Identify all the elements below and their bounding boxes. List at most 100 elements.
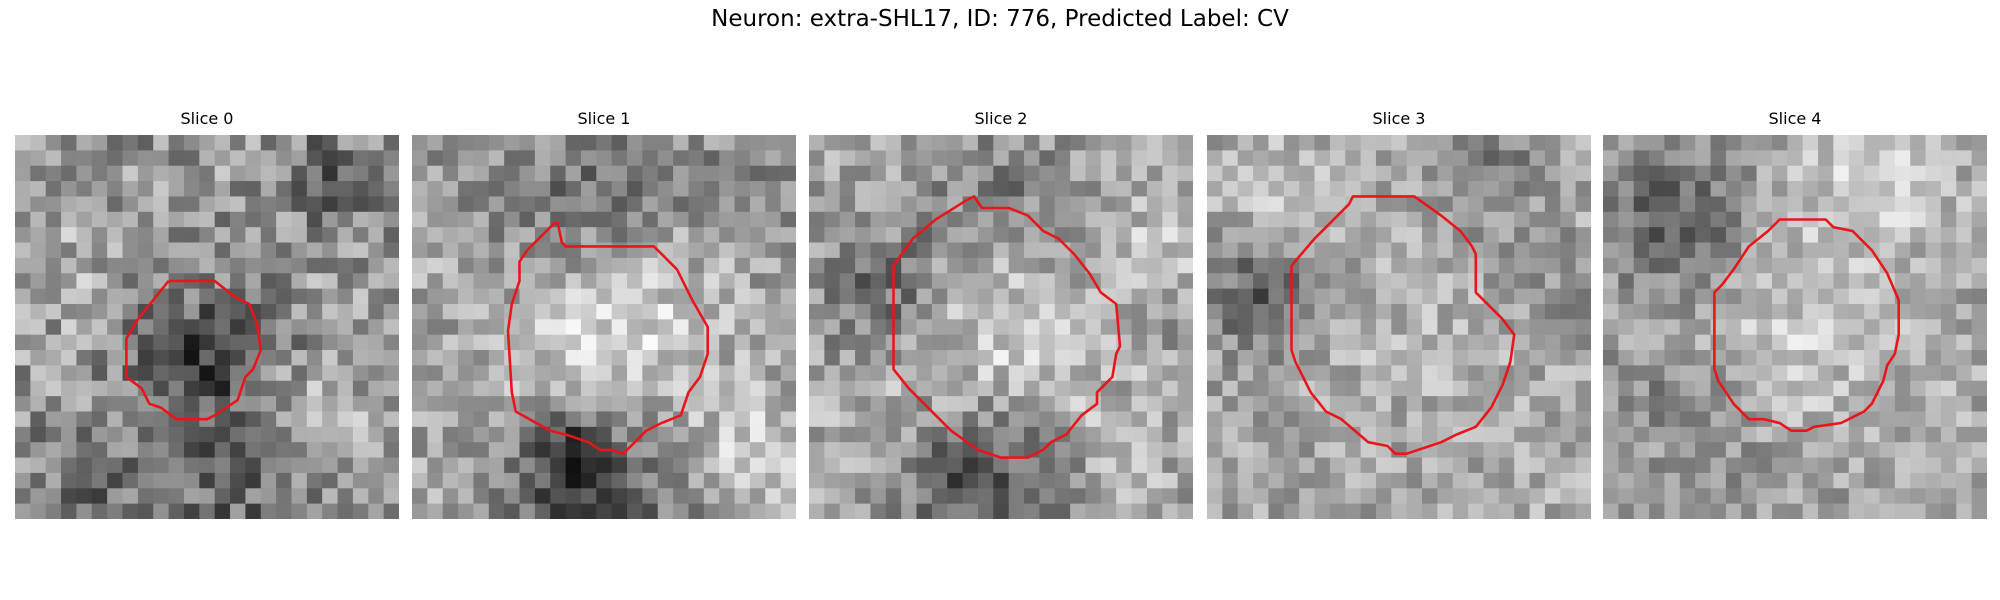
image-pixel [1649, 319, 1665, 336]
image-pixel [1664, 227, 1681, 243]
image-pixel [214, 350, 231, 366]
image-pixel [1603, 135, 1619, 151]
image-pixel [1314, 488, 1331, 505]
image-pixel [1070, 488, 1086, 505]
image-pixel [183, 150, 200, 167]
image-pixel [1664, 196, 1681, 213]
image-pixel [1560, 350, 1577, 366]
image-pixel [1146, 288, 1163, 305]
image-pixel [1925, 396, 1942, 412]
image-pixel [565, 196, 582, 213]
image-pixel [1162, 380, 1179, 397]
image-pixel [550, 135, 566, 151]
image-pixel [1771, 288, 1788, 305]
image-pixel [1207, 242, 1223, 259]
image-pixel [1956, 396, 1973, 412]
image-pixel [337, 380, 354, 397]
image-pixel [306, 380, 323, 397]
image-pixel [931, 472, 948, 489]
image-pixel [1695, 396, 1711, 412]
image-pixel [61, 150, 77, 167]
image-pixel [1560, 303, 1577, 320]
image-pixel [1406, 365, 1423, 382]
image-pixel [168, 165, 185, 182]
image-pixel [245, 472, 262, 489]
image-pixel [199, 503, 216, 519]
image-pixel [519, 442, 536, 458]
image-pixel [245, 380, 262, 397]
image-pixel [901, 472, 917, 489]
image-pixel [368, 411, 385, 428]
image-pixel [1864, 365, 1880, 382]
image-pixel [1940, 472, 1957, 489]
image-pixel [276, 303, 292, 320]
image-pixel [1268, 442, 1285, 458]
image-pixel [153, 288, 169, 305]
image-pixel [1664, 488, 1681, 505]
image-pixel [627, 135, 643, 151]
image-pixel [1940, 334, 1957, 351]
image-pixel [1560, 426, 1577, 443]
image-pixel [1131, 396, 1148, 412]
image-pixel [337, 257, 354, 274]
image-pixel [1468, 135, 1484, 151]
image-pixel [137, 442, 154, 458]
image-pixel [673, 135, 689, 151]
image-pixel [1864, 503, 1880, 519]
image-pixel [1008, 350, 1025, 366]
image-pixel [1971, 288, 1987, 305]
image-pixel [565, 411, 582, 428]
image-pixel [580, 165, 597, 182]
image-pixel [1024, 150, 1040, 167]
image-pixel [230, 442, 246, 458]
image-pixel [1054, 257, 1071, 274]
image-pixel [1679, 426, 1696, 443]
image-pixel [1360, 319, 1377, 336]
image-pixel [1956, 411, 1973, 428]
image-pixel [1802, 472, 1819, 489]
image-pixel [1039, 472, 1056, 489]
image-pixel [1070, 426, 1086, 443]
image-pixel [352, 257, 369, 274]
image-pixel [352, 396, 369, 412]
image-pixel [580, 150, 597, 167]
image-pixel [458, 165, 474, 182]
image-pixel [1544, 457, 1561, 474]
image-pixel [1299, 442, 1315, 458]
image-pixel [1498, 442, 1515, 458]
image-pixel [1360, 196, 1377, 213]
image-pixel [61, 426, 77, 443]
image-pixel [1679, 242, 1696, 259]
image-pixel [1345, 257, 1361, 274]
image-pixel [1818, 273, 1834, 289]
image-pixel [504, 457, 520, 474]
image-pixel [1024, 380, 1040, 397]
image-pixel [76, 488, 93, 505]
image-pixel [1514, 396, 1530, 412]
image-pixel [1283, 227, 1300, 243]
image-pixel [765, 380, 782, 397]
image-pixel [260, 334, 277, 351]
image-pixel [1268, 411, 1285, 428]
image-pixel [1710, 319, 1727, 336]
image-pixel [734, 303, 751, 320]
image-pixel [931, 488, 948, 505]
image-pixel [352, 303, 369, 320]
image-pixel [627, 150, 643, 167]
image-pixel [1756, 135, 1773, 151]
image-pixel [1299, 319, 1315, 336]
image-pixel [809, 380, 825, 397]
image-pixel [1971, 350, 1987, 366]
image-pixel [947, 303, 963, 320]
image-pixel [673, 150, 689, 167]
image-pixel [1054, 334, 1071, 351]
image-pixel [1268, 135, 1285, 151]
image-pixel [1299, 457, 1315, 474]
image-pixel [1452, 472, 1469, 489]
image-pixel [1452, 150, 1469, 167]
image-pixel [1560, 365, 1577, 382]
image-pixel [824, 488, 841, 505]
image-pixel [91, 442, 108, 458]
image-pixel [901, 150, 917, 167]
image-pixel [1910, 426, 1926, 443]
